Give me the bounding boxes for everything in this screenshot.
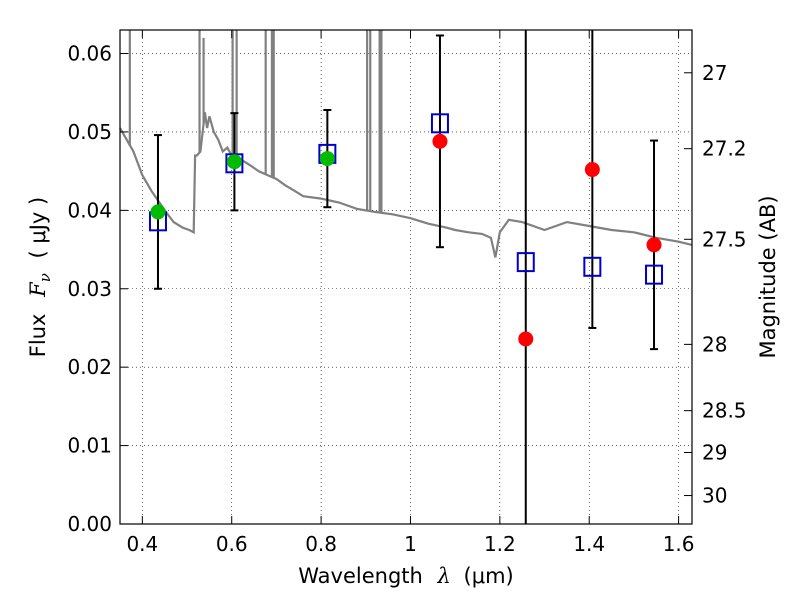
y-axis-label-symbol: F <box>26 281 50 298</box>
y2-tick-label: 27 <box>702 61 727 85</box>
axis-ticks: 0.4 0.6 0.8 1 1.2 1.4 1.6 0.00 0.01 0.02 0.03 0.04 0… <box>67 30 747 556</box>
y2-tick-label: 28 <box>702 332 727 356</box>
plot-frame <box>119 29 693 525</box>
x-tick-label: 1 <box>404 532 417 556</box>
x-tick-label: 0.8 <box>305 532 337 556</box>
optical-point <box>226 154 242 170</box>
y-tick-label: 0.06 <box>67 42 112 66</box>
detection-point <box>646 237 662 253</box>
optical-point <box>319 151 335 167</box>
y-tick-label: 0.00 <box>67 512 112 536</box>
x-tick-label: 0.6 <box>216 532 248 556</box>
x-axis-label: Wavelength λ (μm) <box>298 564 513 588</box>
y-tick-label: 0.04 <box>67 198 112 222</box>
model-photometry-square <box>430 113 449 134</box>
detection-point <box>584 162 600 178</box>
grid <box>120 30 692 524</box>
y2-tick-label: 27.2 <box>702 137 747 161</box>
y-axis-label-subscript: ν <box>36 273 54 282</box>
x-axis-label-text: Wavelength <box>298 564 423 588</box>
plot-background <box>120 30 692 524</box>
x-axis-label-symbol: λ <box>437 564 451 588</box>
model-spectrum <box>119 30 693 258</box>
y2-tick-label: 30 <box>702 484 727 508</box>
y2-axis-label: Magnitude (AB) <box>756 195 780 358</box>
detection-point <box>432 133 448 149</box>
x-tick-label: 1.6 <box>663 532 695 556</box>
y-axis-label-unit: ( μJy ) <box>26 197 50 259</box>
model-photometry-square <box>516 252 535 273</box>
y2-tick-label: 29 <box>702 440 727 464</box>
x-tick-label: 0.4 <box>126 532 158 556</box>
y2-tick-label: 28.5 <box>702 399 747 423</box>
y-axis-label-text: Flux <box>26 314 50 358</box>
x-axis-label-unit: (μm) <box>464 564 514 588</box>
y-tick-label: 0.03 <box>67 277 112 301</box>
x-tick-label: 1.4 <box>573 532 605 556</box>
data-points <box>148 30 664 524</box>
model-photometry-square <box>583 256 602 277</box>
x-tick-label: 1.2 <box>484 532 516 556</box>
model-spectrum-line <box>119 112 693 258</box>
detection-point <box>518 331 534 347</box>
y-axis-label: Flux Fν ( μJy ) <box>26 197 55 357</box>
y2-tick-label: 27.5 <box>702 227 747 251</box>
y-tick-label: 0.02 <box>67 355 112 379</box>
y-tick-label: 0.05 <box>67 120 112 144</box>
optical-point <box>150 204 166 220</box>
model-photometry-square <box>645 264 664 285</box>
y-tick-label: 0.01 <box>67 434 112 458</box>
